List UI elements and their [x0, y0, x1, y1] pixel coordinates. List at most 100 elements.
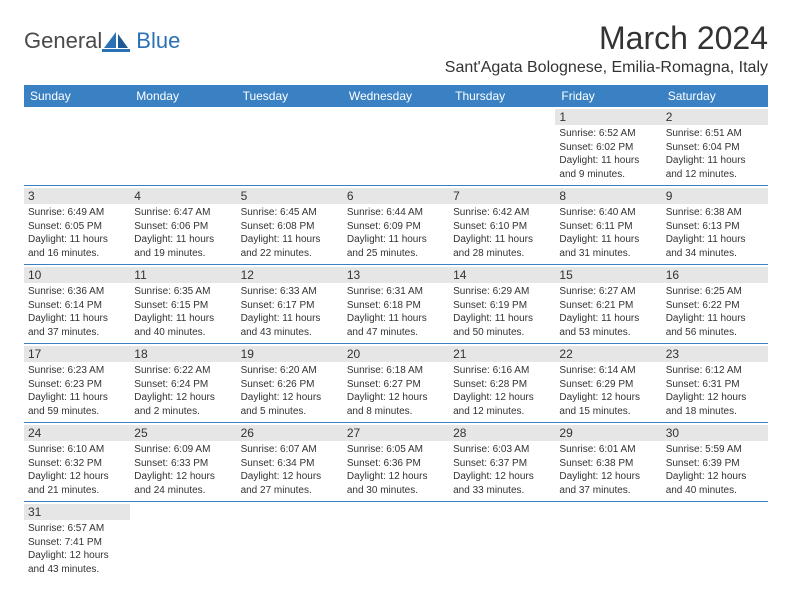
- day-number: 27: [343, 425, 449, 441]
- day-number: 12: [237, 267, 343, 283]
- day-number: 17: [24, 346, 130, 362]
- day-number: 21: [449, 346, 555, 362]
- day-number: 13: [343, 267, 449, 283]
- calendar-day: 22 Sunrise: 6:14 AMSunset: 6:29 PMDayligh…: [555, 344, 661, 423]
- calendar-body: 1Sunrise: 6:52 AMSunset: 6:02 PMDaylight…: [24, 107, 768, 580]
- day-info: Sunrise: 6:07 AMSunset: 6:34 PMDaylight:…: [241, 443, 339, 497]
- calendar-day: 13 Sunrise: 6:31 AMSunset: 6:18 PMDayligh…: [343, 265, 449, 344]
- day-info: Sunrise: 6:20 AMSunset: 6:26 PMDaylight:…: [241, 364, 339, 418]
- day-info: Sunrise: 6:40 AMSunset: 6:11 PMDaylight:…: [559, 206, 657, 260]
- calendar-day: 24 Sunrise: 6:10 AMSunset: 6:32 PMDayligh…: [24, 423, 130, 502]
- brand-logo: General Blue: [24, 28, 180, 54]
- calendar-day: 28Sunrise: 6:03 AMSunset: 6:37 PMDayligh…: [449, 423, 555, 502]
- calendar-day: 1Sunrise: 6:52 AMSunset: 6:02 PMDaylight…: [555, 107, 661, 186]
- day-number: 28: [449, 425, 555, 441]
- day-info: Sunrise: 6:09 AMSunset: 6:33 PMDaylight:…: [134, 443, 232, 497]
- calendar-empty: [130, 502, 236, 581]
- calendar-day: 29Sunrise: 6:01 AMSunset: 6:38 PMDayligh…: [555, 423, 661, 502]
- calendar-empty: [237, 502, 343, 581]
- calendar-empty: [237, 107, 343, 186]
- day-info: Sunrise: 6:25 AMSunset: 6:22 PMDaylight:…: [666, 285, 764, 339]
- calendar-week: 31Sunrise: 6:57 AMSunset: 7:41 PMDayligh…: [24, 502, 768, 581]
- calendar-empty: [449, 502, 555, 581]
- calendar-day: 5Sunrise: 6:45 AMSunset: 6:08 PMDaylight…: [237, 186, 343, 265]
- weekday-header: Tuesday: [237, 85, 343, 107]
- day-info: Sunrise: 6:33 AMSunset: 6:17 PMDaylight:…: [241, 285, 339, 339]
- day-number: 24: [24, 425, 130, 441]
- brand-general: General: [24, 28, 102, 54]
- calendar-week: 1Sunrise: 6:52 AMSunset: 6:02 PMDaylight…: [24, 107, 768, 186]
- day-info: Sunrise: 6:23 AMSunset: 6:23 PMDaylight:…: [28, 364, 126, 418]
- day-info: Sunrise: 6:27 AMSunset: 6:21 PMDaylight:…: [559, 285, 657, 339]
- day-number: 16: [662, 267, 768, 283]
- day-info: Sunrise: 6:10 AMSunset: 6:32 PMDaylight:…: [28, 443, 126, 497]
- calendar-empty: [662, 502, 768, 581]
- calendar-day: 26 Sunrise: 6:07 AMSunset: 6:34 PMDayligh…: [237, 423, 343, 502]
- day-info: Sunrise: 6:51 AMSunset: 6:04 PMDaylight:…: [666, 127, 764, 181]
- calendar-day: 6 Sunrise: 6:44 AMSunset: 6:09 PMDaylight…: [343, 186, 449, 265]
- day-number: 23: [662, 346, 768, 362]
- day-info: Sunrise: 6:45 AMSunset: 6:08 PMDaylight:…: [241, 206, 339, 260]
- day-number: 10: [24, 267, 130, 283]
- weekday-header: Wednesday: [343, 85, 449, 107]
- weekday-row: SundayMondayTuesdayWednesdayThursdayFrid…: [24, 85, 768, 107]
- calendar-day: 12 Sunrise: 6:33 AMSunset: 6:17 PMDayligh…: [237, 265, 343, 344]
- day-number: 31: [24, 504, 130, 520]
- calendar-day: 4Sunrise: 6:47 AMSunset: 6:06 PMDaylight…: [130, 186, 236, 265]
- day-number: 30: [662, 425, 768, 441]
- day-number: 18: [130, 346, 236, 362]
- day-info: Sunrise: 6:16 AMSunset: 6:28 PMDaylight:…: [453, 364, 551, 418]
- calendar-day: 3Sunrise: 6:49 AMSunset: 6:05 PMDaylight…: [24, 186, 130, 265]
- calendar-empty: [449, 107, 555, 186]
- day-info: Sunrise: 6:52 AMSunset: 6:02 PMDaylight:…: [559, 127, 657, 181]
- calendar-day: 7 Sunrise: 6:42 AMSunset: 6:10 PMDaylight…: [449, 186, 555, 265]
- day-number: 25: [130, 425, 236, 441]
- calendar-empty: [343, 107, 449, 186]
- calendar-page: General Blue March 2024 Sant'Agata Bolog…: [0, 0, 792, 600]
- day-number: 15: [555, 267, 661, 283]
- calendar-empty: [343, 502, 449, 581]
- day-number: 8: [555, 188, 661, 204]
- calendar-day: 27Sunrise: 6:05 AMSunset: 6:36 PMDayligh…: [343, 423, 449, 502]
- day-number: 19: [237, 346, 343, 362]
- day-number: 26: [237, 425, 343, 441]
- weekday-header: Saturday: [662, 85, 768, 107]
- day-number: 6: [343, 188, 449, 204]
- calendar-table: SundayMondayTuesdayWednesdayThursdayFrid…: [24, 85, 768, 580]
- day-info: Sunrise: 6:38 AMSunset: 6:13 PMDaylight:…: [666, 206, 764, 260]
- day-number: 7: [449, 188, 555, 204]
- calendar-empty: [24, 107, 130, 186]
- day-number: 11: [130, 267, 236, 283]
- day-number: 4: [130, 188, 236, 204]
- day-info: Sunrise: 6:44 AMSunset: 6:09 PMDaylight:…: [347, 206, 445, 260]
- brand-blue: Blue: [136, 28, 180, 54]
- calendar-day: 16 Sunrise: 6:25 AMSunset: 6:22 PMDayligh…: [662, 265, 768, 344]
- calendar-day: 2Sunrise: 6:51 AMSunset: 6:04 PMDaylight…: [662, 107, 768, 186]
- calendar-day: 25 Sunrise: 6:09 AMSunset: 6:33 PMDayligh…: [130, 423, 236, 502]
- calendar-day: 14 Sunrise: 6:29 AMSunset: 6:19 PMDayligh…: [449, 265, 555, 344]
- day-info: Sunrise: 6:31 AMSunset: 6:18 PMDaylight:…: [347, 285, 445, 339]
- day-number: 14: [449, 267, 555, 283]
- calendar-day: 18Sunrise: 6:22 AMSunset: 6:24 PMDayligh…: [130, 344, 236, 423]
- calendar-day: 9 Sunrise: 6:38 AMSunset: 6:13 PMDaylight…: [662, 186, 768, 265]
- calendar-day: 11 Sunrise: 6:35 AMSunset: 6:15 PMDayligh…: [130, 265, 236, 344]
- weekday-header: Monday: [130, 85, 236, 107]
- day-info: Sunrise: 6:14 AMSunset: 6:29 PMDaylight:…: [559, 364, 657, 418]
- calendar-day: 21 Sunrise: 6:16 AMSunset: 6:28 PMDayligh…: [449, 344, 555, 423]
- calendar-week: 24 Sunrise: 6:10 AMSunset: 6:32 PMDayligh…: [24, 423, 768, 502]
- weekday-header: Sunday: [24, 85, 130, 107]
- location-text: Sant'Agata Bolognese, Emilia-Romagna, It…: [445, 59, 768, 77]
- day-number: 22: [555, 346, 661, 362]
- day-number: 9: [662, 188, 768, 204]
- day-info: Sunrise: 6:12 AMSunset: 6:31 PMDaylight:…: [666, 364, 764, 418]
- calendar-day: 31Sunrise: 6:57 AMSunset: 7:41 PMDayligh…: [24, 502, 130, 581]
- day-info: Sunrise: 6:01 AMSunset: 6:38 PMDaylight:…: [559, 443, 657, 497]
- day-info: Sunrise: 6:42 AMSunset: 6:10 PMDaylight:…: [453, 206, 551, 260]
- day-info: Sunrise: 6:29 AMSunset: 6:19 PMDaylight:…: [453, 285, 551, 339]
- calendar-empty: [130, 107, 236, 186]
- calendar-week: 17 Sunrise: 6:23 AMSunset: 6:23 PMDayligh…: [24, 344, 768, 423]
- sail-icon: [102, 30, 132, 52]
- day-info: Sunrise: 6:35 AMSunset: 6:15 PMDaylight:…: [134, 285, 232, 339]
- day-info: Sunrise: 6:49 AMSunset: 6:05 PMDaylight:…: [28, 206, 126, 260]
- calendar-week: 3Sunrise: 6:49 AMSunset: 6:05 PMDaylight…: [24, 186, 768, 265]
